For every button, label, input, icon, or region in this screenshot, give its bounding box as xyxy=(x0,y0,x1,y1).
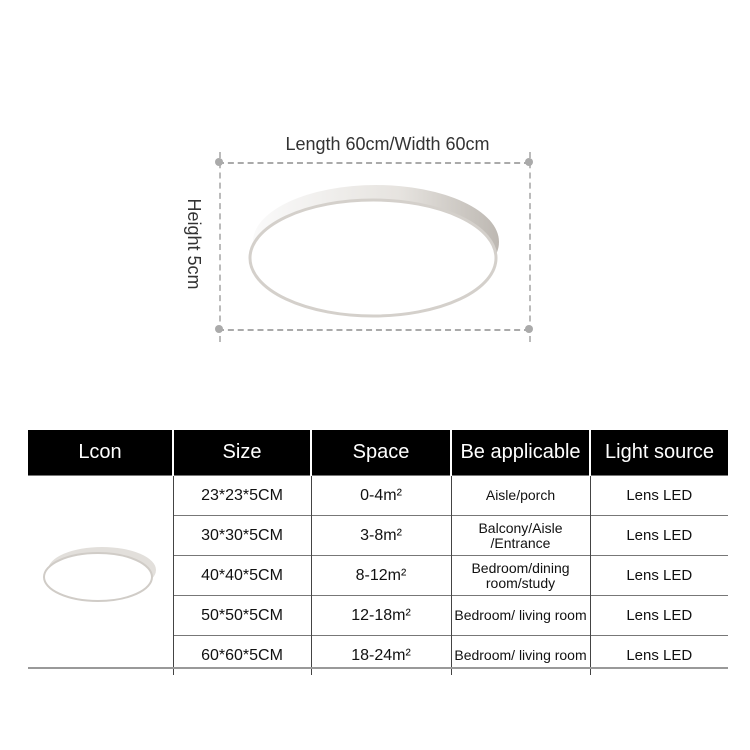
space-cell: 8-12m² xyxy=(310,555,451,596)
applicable-cell: Bedroom/dining room/study xyxy=(450,555,590,596)
header-icon: Lcon xyxy=(28,430,173,476)
light-source-cell: Lens LED xyxy=(589,515,728,556)
header-light-source: Light source xyxy=(589,430,728,476)
corner-dot xyxy=(525,158,533,166)
height-label: Height 5cm xyxy=(184,198,204,290)
bottom-dimension-line xyxy=(218,329,530,331)
ceiling-light-thumbnail xyxy=(43,546,157,602)
table-row: 23*23*5CM 0-4m² Aisle/porch Lens LED xyxy=(28,475,728,675)
table-row: 40*40*5CM 8-12m² Bedroom/dining room/stu… xyxy=(28,555,728,596)
applicable-cell: Bedroom/ living room xyxy=(450,635,590,675)
light-source-cell: Lens LED xyxy=(589,635,728,675)
space-cell: 12-18m² xyxy=(310,595,451,636)
ceiling-light-image xyxy=(248,185,499,318)
table-row: 30*30*5CM 3-8m² Balcony/Aisle /Entrance … xyxy=(28,515,728,556)
size-cell: 50*50*5CM xyxy=(172,595,311,636)
space-cell: 18-24m² xyxy=(310,635,451,675)
size-cell: 40*40*5CM xyxy=(172,555,311,596)
table-bottom-border xyxy=(28,667,728,669)
size-cell: 60*60*5CM xyxy=(172,635,311,675)
applicable-cell: Aisle/porch xyxy=(450,475,590,516)
space-cell: 3-8m² xyxy=(310,515,451,556)
corner-dot xyxy=(215,158,223,166)
size-cell: 23*23*5CM xyxy=(172,475,311,516)
spec-table: Lcon Size Space Be applicable Light sour… xyxy=(28,430,728,675)
icon-cell xyxy=(28,475,173,675)
table-header-row: Lcon Size Space Be applicable Light sour… xyxy=(28,430,728,476)
header-applicable: Be applicable xyxy=(450,430,590,476)
table-row: 50*50*5CM 12-18m² Bedroom/ living room L… xyxy=(28,595,728,636)
light-source-cell: Lens LED xyxy=(589,475,728,516)
light-source-cell: Lens LED xyxy=(589,555,728,596)
length-width-label: Length 60cm/Width 60cm xyxy=(285,134,490,154)
light-source-cell: Lens LED xyxy=(589,595,728,636)
top-dimension-line xyxy=(218,162,530,164)
space-cell: 0-4m² xyxy=(310,475,451,516)
header-size: Size xyxy=(172,430,311,476)
size-cell: 30*30*5CM xyxy=(172,515,311,556)
corner-dot xyxy=(215,325,223,333)
applicable-cell: Bedroom/ living room xyxy=(450,595,590,636)
header-space: Space xyxy=(310,430,451,476)
corner-dot xyxy=(525,325,533,333)
applicable-cell: Balcony/Aisle /Entrance xyxy=(450,515,590,556)
left-dimension-line xyxy=(219,152,221,342)
right-dimension-line xyxy=(529,152,531,342)
